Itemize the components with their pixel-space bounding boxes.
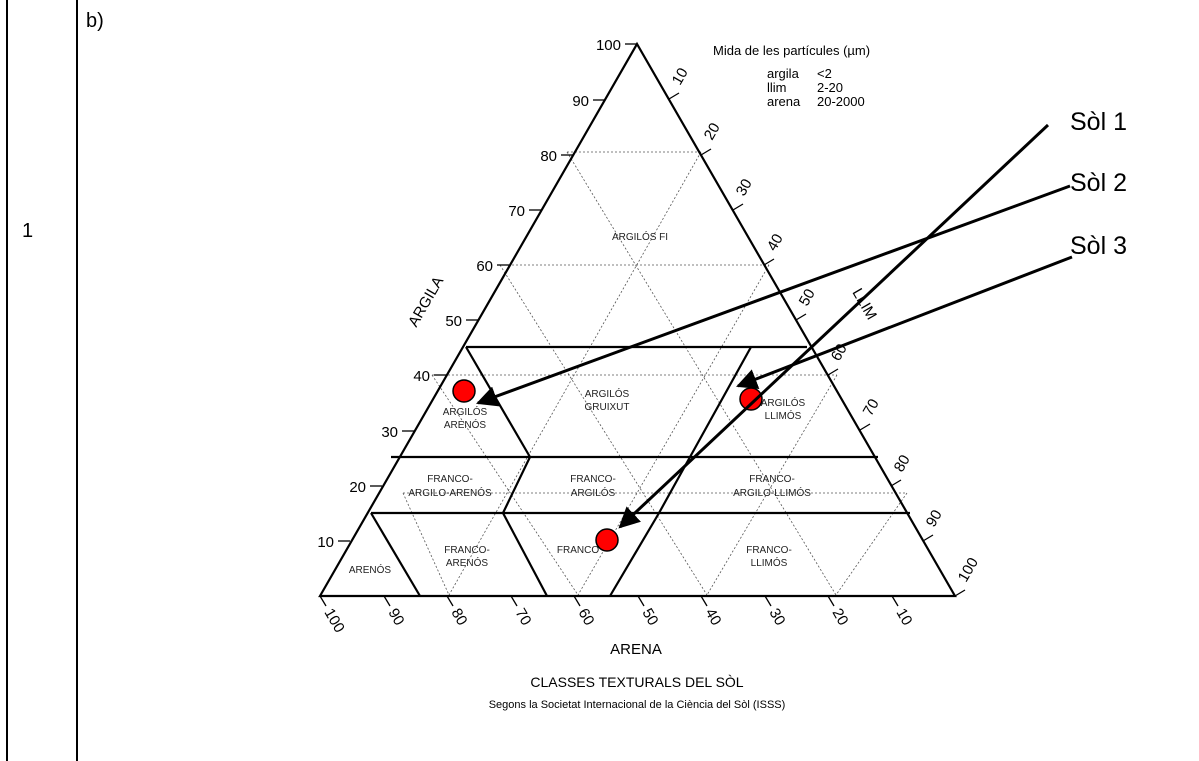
zone-labels: ARGILÓS FI ARGILÓS GRUIXUT ARGILÓS ARENÓ… bbox=[349, 230, 811, 576]
zone-franco-arenos-line1: FRANCO- bbox=[444, 545, 490, 556]
zone-franco-argilos-line2: ARGILÓS bbox=[571, 486, 616, 499]
zone-argilos-llimos-line1: ARGILÓS bbox=[761, 396, 806, 409]
caption-title: CLASSES TEXTURALS DEL SÒL bbox=[530, 674, 743, 690]
soil-label-sol-1: Sòl 1 bbox=[1070, 108, 1127, 136]
arena-tick-40: 40 bbox=[702, 606, 725, 629]
zone-franco-argilo-llimos-line1: FRANCO- bbox=[749, 474, 795, 485]
arena-tick-100: 100 bbox=[321, 606, 348, 636]
zone-franco-argilo-arenos-line1: FRANCO- bbox=[427, 474, 473, 485]
soil-point-sol-1 bbox=[739, 387, 763, 411]
soil-arrows bbox=[476, 123, 1073, 529]
zone-franco-argilos-line1: FRANCO- bbox=[570, 474, 616, 485]
argila-tick-90: 90 bbox=[572, 93, 589, 110]
arena-ticks bbox=[319, 595, 899, 607]
legend-range-llim: 2-20 bbox=[817, 80, 843, 95]
legend-range-arena: 20-2000 bbox=[817, 94, 865, 109]
llim-tick-30: 30 bbox=[733, 176, 756, 199]
arena-tick-30: 30 bbox=[766, 606, 789, 629]
llim-tick-40: 40 bbox=[764, 231, 787, 254]
arena-tick-90: 90 bbox=[385, 606, 408, 629]
arena-tick-50: 50 bbox=[639, 606, 662, 629]
zone-argilos-gruixut-line2: GRUIXUT bbox=[585, 402, 630, 413]
arena-axis-label: ARENA bbox=[610, 641, 662, 658]
argila-tick-20: 20 bbox=[349, 479, 366, 496]
table-border-divider bbox=[76, 0, 78, 761]
arrow-sol-2 bbox=[476, 184, 1071, 407]
zone-franco-argilo-arenos-line2: ARGILO-ARENÓS bbox=[408, 486, 492, 499]
zone-franco-arenos-line2: ARENÓS bbox=[446, 556, 489, 569]
llim-axis-label: LLIM bbox=[849, 286, 880, 323]
llim-tick-100: 100 bbox=[955, 555, 982, 585]
llim-tick-80: 80 bbox=[891, 452, 914, 475]
arena-tick-70: 70 bbox=[512, 606, 535, 629]
argila-tick-50: 50 bbox=[445, 313, 462, 330]
soil-point-sol-2 bbox=[452, 379, 476, 403]
zone-argilos-arenos-line1: ARGILÓS bbox=[443, 405, 488, 418]
arrow-sol-3 bbox=[736, 255, 1073, 389]
arena-tick-60: 60 bbox=[575, 606, 598, 629]
argila-tick-60: 60 bbox=[476, 258, 493, 275]
soil-label-sol-2: Sòl 2 bbox=[1070, 169, 1127, 197]
arena-tick-10: 10 bbox=[893, 606, 916, 629]
argila-tick-labels: 90 80 70 60 50 40 30 20 10 bbox=[317, 93, 589, 551]
zone-argilos-gruixut-line1: ARGILÓS bbox=[585, 387, 630, 400]
llim-tick-labels: 10 20 30 40 50 60 70 80 90 100 bbox=[669, 65, 982, 585]
soil-label-sol-3: Sòl 3 bbox=[1070, 232, 1127, 260]
argila-tick-70: 70 bbox=[508, 203, 525, 220]
llim-tick-70: 70 bbox=[860, 396, 883, 419]
arena-tick-labels: 100 90 80 70 60 50 40 30 20 10 bbox=[321, 606, 916, 636]
argila-tick-80: 80 bbox=[540, 148, 557, 165]
zone-arenos: ARENÓS bbox=[349, 563, 392, 576]
row-number: 1 bbox=[22, 220, 34, 242]
llim-ticks bbox=[668, 92, 966, 597]
argila-tick-40: 40 bbox=[413, 368, 430, 385]
legend-range-argila: <2 bbox=[817, 66, 832, 81]
llim-tick-10: 10 bbox=[669, 65, 692, 88]
table-border-left bbox=[6, 0, 8, 761]
zone-franco-llimos-line1: FRANCO- bbox=[746, 545, 792, 556]
arrow-sol-1 bbox=[618, 123, 1050, 529]
zone-argilos-llimos-line2: LLIMÓS bbox=[765, 409, 802, 422]
particle-size-legend: Mida de les partícules (µm) argila <2 ll… bbox=[713, 43, 870, 109]
zone-franco-llimos-line2: LLIMÓS bbox=[751, 556, 788, 569]
part-label: b) bbox=[86, 10, 104, 32]
zone-franco: FRANCO bbox=[557, 545, 599, 556]
arena-tick-20: 20 bbox=[829, 606, 852, 629]
argila-tick-30: 30 bbox=[381, 424, 398, 441]
soil-labels: Sòl 1 Sòl 2 Sòl 3 bbox=[1070, 108, 1127, 260]
argila-tick-10: 10 bbox=[317, 534, 334, 551]
zone-franco-argilo-llimos-line2: ARGILO-LLIMÓS bbox=[733, 486, 811, 499]
zone-argilos-fi: ARGILÓS FI bbox=[612, 230, 668, 243]
argila-ticks bbox=[338, 99, 605, 542]
apex-tick-label: 100 bbox=[596, 37, 621, 54]
llim-tick-60: 60 bbox=[828, 341, 851, 364]
soil-point-sol-3 bbox=[595, 528, 619, 552]
argila-axis-label: ARGILA bbox=[405, 274, 447, 330]
soil-points bbox=[452, 379, 763, 552]
llim-tick-20: 20 bbox=[701, 120, 724, 143]
caption-subtitle: Segons la Societat Internacional de la C… bbox=[489, 699, 786, 711]
llim-tick-50: 50 bbox=[796, 286, 819, 309]
legend-name-argila: argila bbox=[767, 66, 800, 81]
zone-argilos-arenos-line2: ARENÓS bbox=[444, 418, 487, 431]
legend-name-llim: llim bbox=[767, 80, 787, 95]
legend-name-arena: arena bbox=[767, 94, 801, 109]
arena-tick-80: 80 bbox=[448, 606, 471, 629]
llim-tick-90: 90 bbox=[923, 507, 946, 530]
legend-title: Mida de les partícules (µm) bbox=[713, 43, 870, 58]
